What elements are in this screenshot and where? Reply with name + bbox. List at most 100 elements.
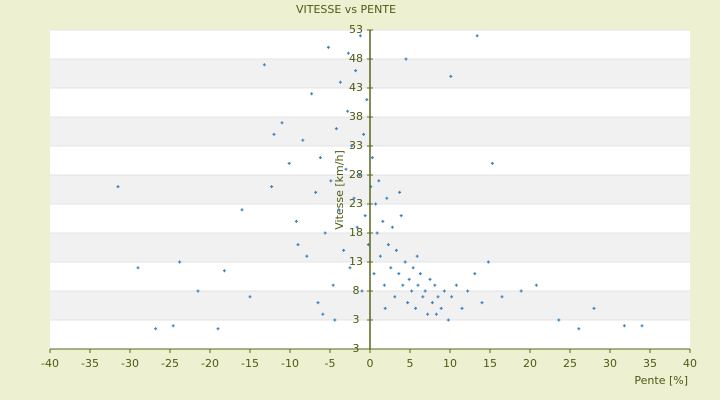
data-point [454, 283, 458, 287]
data-point [442, 289, 446, 293]
data-point [460, 306, 464, 310]
data-point [321, 312, 325, 316]
data-point [436, 295, 440, 299]
data-point [116, 185, 120, 189]
data-point [473, 272, 477, 276]
data-point [439, 306, 443, 310]
data-point [418, 272, 422, 276]
data-point [355, 225, 359, 229]
y-tick-label: 13 [349, 255, 363, 268]
data-point [338, 80, 342, 84]
data-point [333, 318, 337, 322]
data-point [406, 301, 410, 305]
data-point [358, 34, 362, 38]
data-point [446, 318, 450, 322]
y-tick-label: 8 [353, 284, 360, 297]
data-point [222, 269, 226, 273]
data-point [382, 283, 386, 287]
data-point [399, 214, 403, 218]
data-point [354, 69, 358, 73]
y-tick-label: 43 [349, 81, 363, 94]
data-point [397, 272, 401, 276]
x-tick-label: 15 [483, 357, 497, 370]
data-point [352, 196, 356, 200]
data-point [314, 190, 318, 194]
x-tick-label: 5 [407, 357, 414, 370]
data-point [426, 312, 430, 316]
x-axis-label: Pente [%] [634, 374, 688, 387]
data-point [386, 243, 390, 247]
y-tick-label: 38 [349, 110, 363, 123]
data-point [280, 121, 284, 125]
data-point [216, 327, 220, 331]
data-point [363, 214, 367, 218]
data-point [348, 266, 352, 270]
data-point [154, 327, 158, 331]
data-point [404, 57, 408, 61]
data-point [401, 283, 405, 287]
data-point [403, 260, 407, 264]
data-point [557, 318, 561, 322]
data-point [390, 225, 394, 229]
data-point [398, 190, 402, 194]
data-point [136, 266, 140, 270]
data-point [331, 283, 335, 287]
data-point [344, 167, 348, 171]
x-tick-label: -30 [121, 357, 139, 370]
data-point [262, 63, 266, 67]
data-point [475, 34, 479, 38]
x-tick-label: 20 [523, 357, 537, 370]
data-point [370, 156, 374, 160]
data-point [375, 231, 379, 235]
data-point [301, 138, 305, 142]
data-point [350, 144, 354, 148]
data-point [377, 179, 381, 183]
data-point [365, 98, 369, 102]
data-point [414, 306, 418, 310]
data-point [434, 312, 438, 316]
data-point [346, 109, 350, 113]
data-point [374, 202, 378, 206]
data-point [428, 277, 432, 281]
x-tick-label: 40 [683, 357, 697, 370]
y-tick-label: 18 [349, 226, 363, 239]
data-point [294, 219, 298, 223]
data-point [372, 272, 376, 276]
data-point [178, 260, 182, 264]
data-point [270, 185, 274, 189]
data-point [171, 324, 175, 328]
data-point [466, 289, 470, 293]
data-point [287, 161, 291, 165]
y-tick-label: 28 [349, 168, 363, 181]
data-point [196, 289, 200, 293]
data-point [415, 254, 419, 258]
y-tick-label: 48 [349, 52, 363, 65]
data-point [416, 283, 420, 287]
data-point [334, 127, 338, 131]
data-point [640, 324, 644, 328]
data-point [449, 74, 453, 78]
data-point [592, 306, 596, 310]
data-point [240, 208, 244, 212]
data-point [378, 254, 382, 258]
data-point [430, 301, 434, 305]
y-tick-label: 53 [349, 23, 363, 36]
data-point [411, 266, 415, 270]
x-tick-label: -25 [161, 357, 179, 370]
x-tick-label: 10 [443, 357, 457, 370]
y-tick-label: 33 [349, 139, 363, 152]
data-point [389, 266, 393, 270]
data-point [519, 289, 523, 293]
data-point [450, 295, 454, 299]
x-tick-label: 0 [367, 357, 374, 370]
data-point [272, 132, 276, 136]
data-point [362, 132, 366, 136]
data-point [577, 327, 581, 331]
y-tick-label: 3 [353, 313, 360, 326]
data-point [423, 289, 427, 293]
data-point [486, 260, 490, 264]
x-tick-label: 30 [603, 357, 617, 370]
x-tick-label: -40 [41, 357, 59, 370]
x-tick-label: 25 [563, 357, 577, 370]
